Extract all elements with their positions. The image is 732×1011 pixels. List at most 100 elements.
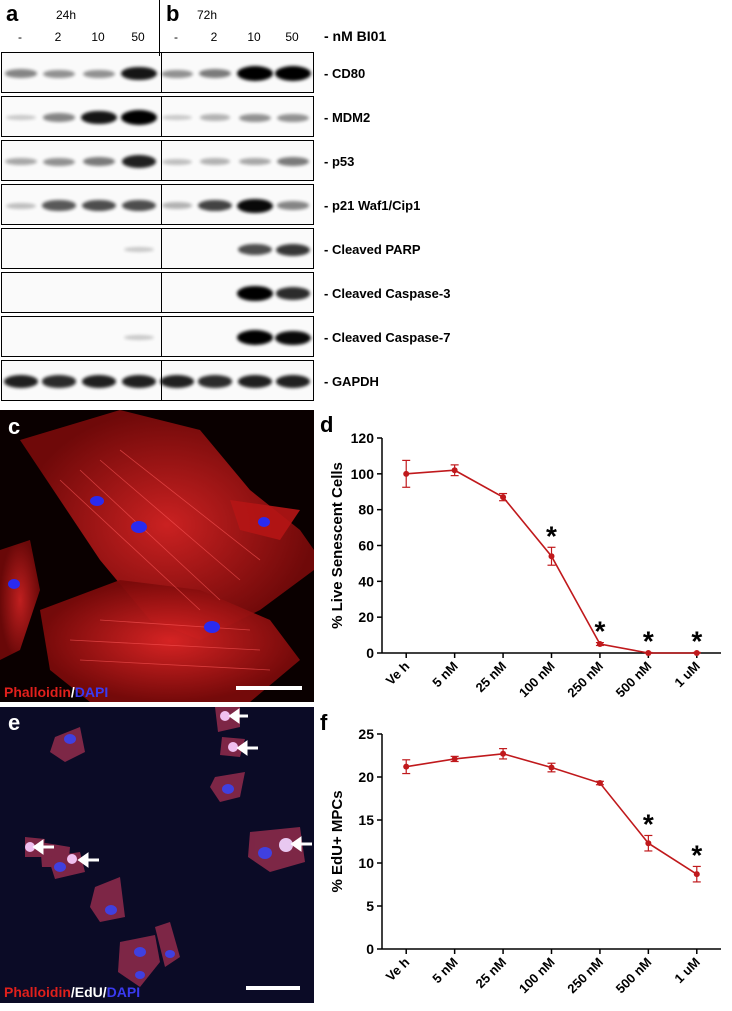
blot-row	[1, 96, 314, 137]
blot-band	[82, 200, 116, 211]
blot-band	[239, 158, 271, 165]
panel-divider-line	[159, 0, 160, 56]
chart-d: 0 20 40 60 80 100 120 Ve h 5 nM 25 nM 100 nM 250 nM…	[329, 430, 721, 701]
y-axis-label: % Live Senescent Cells	[329, 462, 346, 629]
blot-band	[4, 69, 38, 78]
blot-band	[121, 155, 157, 168]
stain-label-phalloidin: Phalloidin	[4, 684, 71, 700]
panel-letter-a: a	[6, 1, 19, 26]
blot-band	[159, 375, 195, 388]
y-tick-label: 5	[366, 898, 374, 914]
blot-row	[1, 316, 314, 357]
panel-letter-d: d	[320, 412, 334, 437]
data-point	[645, 650, 652, 656]
x-tick-label: Ve h	[383, 954, 413, 984]
blot-band	[81, 375, 117, 388]
blot-row-label: - p53	[324, 154, 355, 169]
y-tick-label: 60	[358, 538, 374, 554]
concentration-label: 2	[54, 30, 62, 44]
blot-band	[276, 157, 310, 166]
micrograph-e-image	[0, 707, 314, 1003]
data-point	[451, 467, 458, 474]
blot-band	[161, 69, 193, 78]
blot-row-label: - CD80	[324, 66, 366, 81]
blot-band	[275, 330, 311, 345]
significance-marker: *	[594, 616, 605, 647]
blot-band	[199, 158, 231, 165]
concentration-label: 10	[91, 30, 105, 44]
blot-band	[123, 334, 155, 341]
data-point	[403, 470, 410, 477]
x-tick-label: 250 nM	[564, 659, 606, 701]
y-tick-label: 20	[358, 769, 374, 785]
micrograph-c-image	[0, 410, 314, 702]
concentration-unit-label: - nM BI01	[324, 28, 387, 44]
blot-band	[83, 69, 115, 78]
blot-band	[3, 375, 39, 388]
x-tick-label: 250 nM	[564, 955, 606, 997]
x-tick-label: 5 nM	[429, 659, 461, 691]
stain-label-dapi: DAPI	[74, 684, 109, 700]
blot-row	[1, 184, 314, 225]
data-point	[596, 780, 603, 787]
significance-marker: *	[691, 839, 702, 870]
concentration-label: 2	[210, 30, 218, 44]
blot-band	[5, 202, 37, 209]
blot-band	[121, 375, 157, 388]
blot-band	[237, 66, 273, 81]
x-tick-label: 25 nM	[473, 659, 510, 696]
blot-row	[1, 360, 314, 401]
blot-band	[198, 69, 232, 78]
x-tick-label: 25 nM	[473, 955, 510, 992]
blot-band	[5, 114, 37, 121]
significance-marker: *	[546, 520, 557, 551]
blot-band	[42, 113, 76, 122]
micrograph-e-caption: Phalloidin/EdU/DAPI	[4, 984, 140, 1000]
caption-separator: /	[70, 684, 75, 700]
blot-band	[237, 286, 273, 301]
blot-band	[43, 69, 75, 78]
x-tick-label: 100 nM	[516, 955, 558, 997]
blot-band	[239, 113, 271, 122]
concentration-label: 50	[131, 30, 145, 44]
data-point	[645, 840, 652, 847]
panel-divider-line	[161, 317, 162, 356]
blot-row-label: - MDM2	[324, 110, 371, 125]
blot-band	[121, 110, 157, 125]
data-point	[548, 553, 555, 560]
caption-separator: /	[70, 984, 75, 1000]
concentration-label: -	[174, 30, 178, 44]
blot-band	[237, 375, 273, 388]
blot-row-label: - Cleaved Caspase-7	[324, 330, 451, 345]
blot-band	[82, 157, 116, 166]
data-point	[403, 763, 410, 770]
data-point	[693, 871, 700, 878]
significance-marker: *	[691, 625, 702, 656]
blot-row-label: - p21 Waf1/Cip1	[324, 198, 421, 213]
panel-divider-line	[161, 53, 162, 92]
y-tick-label: 25	[358, 726, 374, 742]
y-tick-label: 10	[358, 855, 374, 871]
y-tick-label: 20	[358, 609, 374, 625]
panel-letter-e: e	[8, 710, 21, 735]
blot-row-label: - Cleaved Caspase-3	[324, 286, 451, 301]
significance-marker: *	[643, 625, 654, 656]
blot-row	[1, 52, 314, 93]
x-tick-label: Ve h	[383, 658, 413, 688]
y-tick-label: 0	[366, 941, 374, 957]
y-tick-label: 0	[366, 645, 374, 661]
blot-band	[121, 66, 157, 81]
blot-row	[1, 272, 314, 313]
time-label-24h: 24h	[56, 8, 77, 22]
x-tick-label: 1 uM	[671, 659, 703, 691]
blot-band	[122, 200, 156, 211]
blot-band	[161, 114, 193, 121]
blot-row-label: - Cleaved PARP	[324, 242, 421, 257]
x-tick-label: 5 nM	[429, 955, 461, 987]
blot-band	[276, 201, 310, 210]
blot-band	[275, 243, 311, 256]
stain-label-edu: EdU	[74, 984, 103, 1000]
x-tick-label: 500 nM	[613, 955, 655, 997]
data-point	[500, 494, 507, 501]
y-tick-label: 15	[358, 812, 374, 828]
